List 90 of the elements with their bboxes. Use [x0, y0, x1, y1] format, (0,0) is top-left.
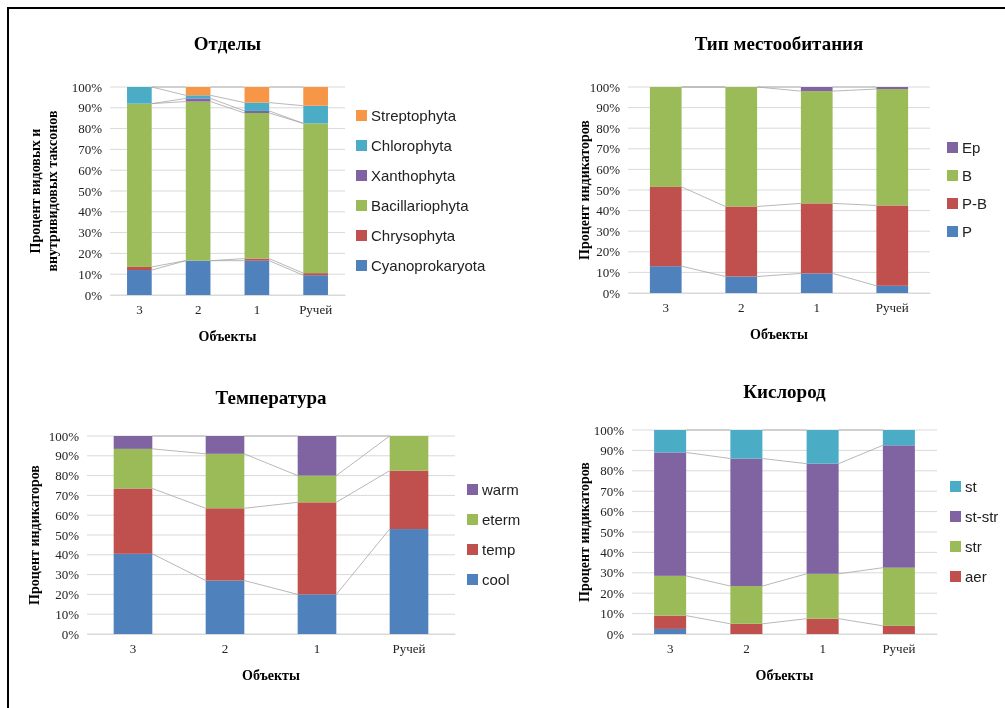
- legend-label: Cyanoprokaryota: [371, 257, 486, 274]
- y-tick-label: 60%: [55, 507, 80, 523]
- y-tick-label: 40%: [596, 203, 621, 219]
- legend-label: Chrysophyta: [371, 227, 456, 244]
- x-tick-label: 1: [253, 302, 261, 318]
- legend-label: aer: [965, 568, 987, 585]
- y-tick-label: 70%: [78, 142, 103, 158]
- legend-label: P-B: [962, 195, 988, 212]
- y-tick-label: 40%: [55, 547, 80, 563]
- legend-label: temp: [482, 541, 516, 558]
- y-tick-label: 20%: [55, 587, 80, 603]
- legend-label: eterm: [482, 511, 521, 528]
- legend-label: warm: [481, 481, 519, 498]
- x-axis-title: Объекты: [198, 329, 257, 344]
- x-tick-label: 3: [666, 641, 674, 657]
- y-tick-label: 80%: [596, 120, 621, 136]
- x-tick-label: Ручей: [882, 641, 916, 657]
- y-tick-label: 60%: [78, 162, 103, 178]
- x-tick-label: 1: [313, 641, 321, 657]
- y-tick-label: 20%: [78, 246, 103, 262]
- y-tick-label: 100%: [71, 79, 103, 95]
- x-axis-title: Объекты: [755, 668, 814, 683]
- y-tick-label: 100%: [48, 428, 80, 444]
- legend-label: st-str: [965, 508, 999, 525]
- y-tick-label: 30%: [55, 567, 80, 583]
- x-tick-label: 2: [194, 302, 202, 318]
- y-tick-label: 50%: [78, 183, 103, 199]
- x-tick-label: 2: [738, 300, 745, 316]
- y-tick-label: 40%: [600, 545, 625, 561]
- y-tick-label: 80%: [78, 121, 103, 137]
- y-tick-label: 80%: [55, 468, 80, 484]
- y-tick-label: 50%: [55, 527, 80, 543]
- y-tick-label: 50%: [600, 524, 625, 540]
- x-axis-title: Объекты: [242, 668, 300, 683]
- y-tick-label: 80%: [600, 463, 625, 479]
- legend-label: P: [962, 223, 973, 240]
- y-tick-label: 70%: [600, 483, 625, 499]
- y-tick-label: 30%: [78, 225, 103, 241]
- y-tick-label: 10%: [55, 606, 80, 622]
- x-tick-label: 3: [129, 641, 137, 657]
- y-tick-label: 0%: [606, 626, 625, 642]
- y-tick-label: 10%: [596, 265, 621, 281]
- y-axis-title: Процент индикаторов: [27, 464, 42, 605]
- x-tick-label: 1: [819, 641, 826, 657]
- y-tick-label: 60%: [600, 504, 625, 520]
- y-tick-label: 20%: [596, 244, 621, 260]
- legend-label: B: [962, 167, 973, 184]
- y-tick-label: 10%: [600, 606, 625, 622]
- chart-title: Кислород: [743, 381, 827, 402]
- x-tick-label: 3: [136, 302, 143, 318]
- legend-label: st: [965, 478, 978, 495]
- chart-title: Отделы: [193, 33, 262, 54]
- y-tick-label: 60%: [596, 162, 621, 178]
- y-axis-title: Процент видовых и внутривидовых таксонов: [28, 109, 60, 272]
- y-tick-label: 30%: [596, 223, 621, 239]
- legend-label: cool: [482, 571, 510, 588]
- y-tick-label: 70%: [55, 488, 80, 504]
- x-tick-label: 2: [221, 641, 229, 657]
- x-tick-label: Ручей: [392, 641, 426, 657]
- y-tick-label: 40%: [78, 204, 103, 220]
- y-tick-label: 10%: [78, 266, 103, 282]
- x-tick-label: 3: [662, 300, 669, 316]
- y-tick-label: 90%: [78, 100, 103, 116]
- y-tick-label: 30%: [600, 565, 625, 581]
- y-tick-label: 20%: [600, 585, 625, 601]
- y-tick-label: 70%: [596, 141, 621, 157]
- x-tick-label: 2: [743, 641, 750, 657]
- y-tick-label: 100%: [589, 79, 621, 95]
- legend-label: Bacillariophyta: [371, 197, 470, 214]
- y-tick-label: 50%: [596, 182, 621, 198]
- chart-title: Температура: [215, 387, 327, 408]
- y-axis-title: Процент индикаторов: [577, 119, 592, 260]
- chart-title: Тип местообитания: [694, 33, 864, 54]
- y-tick-label: 90%: [600, 443, 625, 459]
- y-tick-label: 90%: [55, 448, 80, 464]
- legend-label: Streptophyta: [371, 107, 457, 124]
- legend-label: str: [965, 538, 982, 555]
- x-tick-label: 1: [813, 300, 820, 316]
- y-axis-title: Процент индикаторов: [577, 461, 592, 602]
- y-tick-label: 0%: [602, 285, 621, 301]
- x-tick-label: Ручей: [875, 300, 909, 316]
- x-tick-label: Ручей: [299, 302, 333, 318]
- legend-label: Xanthophyta: [371, 167, 456, 184]
- y-tick-label: 0%: [84, 287, 103, 303]
- legend-label: Chlorophyta: [371, 137, 453, 154]
- y-tick-label: 90%: [596, 100, 621, 116]
- x-axis-title: Объекты: [750, 327, 808, 342]
- y-tick-label: 100%: [593, 422, 625, 438]
- y-tick-label: 0%: [61, 626, 80, 642]
- legend-label: Ep: [962, 139, 981, 156]
